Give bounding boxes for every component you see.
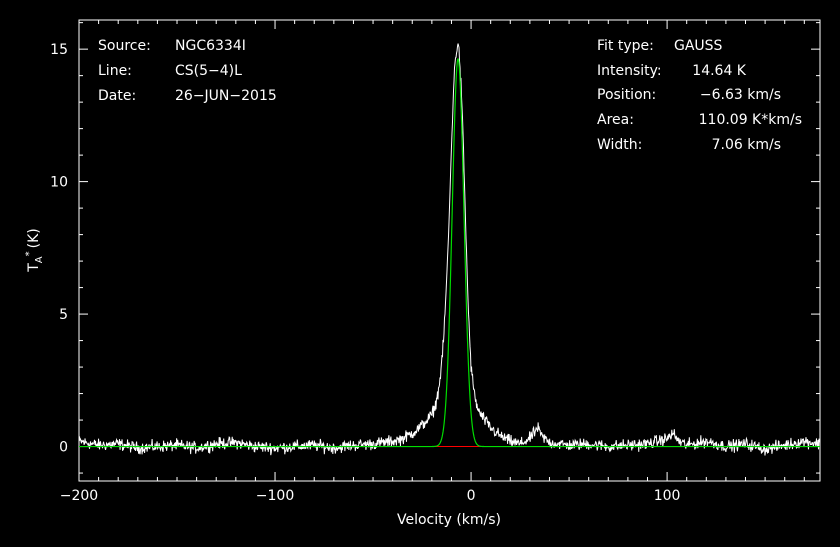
info-right-key: Fit type: — [597, 38, 654, 54]
info-left-value: CS(5−4)L — [175, 63, 242, 79]
x-tick-label: 0 — [467, 488, 476, 504]
info-right-value: −6.63 km/s — [700, 87, 781, 103]
svg-text:TA*(K): TA* (K) — [24, 228, 45, 273]
info-left-key: Source: — [98, 38, 151, 54]
info-right-value: 110.09 K*km/s — [699, 112, 802, 128]
info-right-value: 14.64 K — [692, 63, 747, 79]
x-tick-labels: −200 −100 0 100 — [60, 488, 681, 504]
info-left-key: Line: — [98, 63, 132, 79]
info-right-value: 7.06 km/s — [712, 137, 781, 153]
info-left: Source: NGC6334I Line: CS(5−4)L Date: 26… — [98, 38, 277, 104]
info-right-key: Position: — [597, 87, 656, 103]
y-tick-label: 5 — [59, 307, 68, 323]
y-axis-label-t: T — [26, 263, 42, 273]
y-tick-label: 15 — [50, 42, 68, 58]
info-right: Fit type: GAUSS Intensity: 14.64 K Posit… — [597, 38, 802, 153]
info-left-value: 26−JUN−2015 — [175, 88, 277, 104]
x-tick-label: −100 — [256, 488, 294, 504]
gaussian-fit-line — [79, 58, 820, 448]
info-left-value: NGC6334I — [175, 38, 246, 54]
info-right-key: Area: — [597, 112, 634, 128]
y-axis-label-sub: A — [34, 256, 45, 263]
y-axis-label-sup: * — [24, 251, 35, 256]
y-tick-label: 0 — [59, 440, 68, 456]
x-tick-label: −200 — [60, 488, 98, 504]
y-axis-label-unit: (K) — [26, 228, 42, 248]
info-right-key: Width: — [597, 137, 642, 153]
x-tick-label: 100 — [654, 488, 681, 504]
y-tick-labels: 0 5 10 15 — [50, 42, 68, 455]
info-left-key: Date: — [98, 88, 136, 104]
axis-ticks — [78, 20, 820, 481]
plot-frame — [78, 19, 821, 482]
y-axis-label: TA* (K) — [24, 228, 45, 273]
x-axis-label: Velocity (km/s) — [397, 512, 501, 528]
info-right-key: Intensity: — [597, 63, 662, 79]
info-right-value: GAUSS — [674, 38, 723, 54]
y-tick-label: 10 — [50, 175, 68, 191]
